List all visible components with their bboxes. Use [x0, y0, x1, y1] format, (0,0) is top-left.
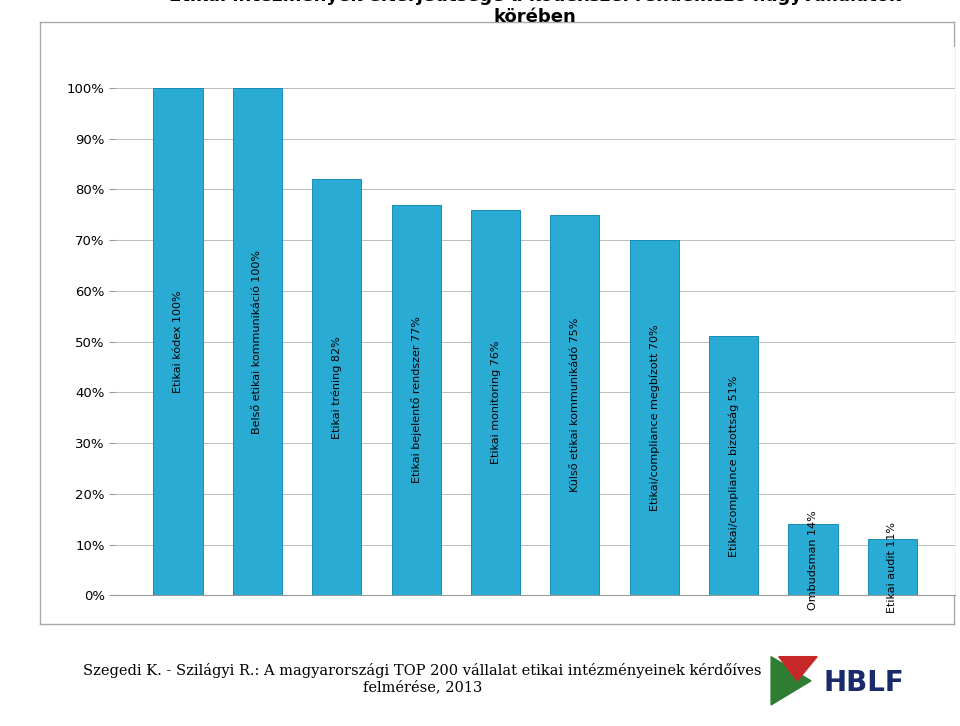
Bar: [788, 524, 838, 595]
Polygon shape: [779, 656, 817, 681]
Text: Szegedi K. - Szilágyi R.: A magyarországi TOP 200 vállalat etikai intézményeinek: Szegedi K. - Szilágyi R.: A magyarország…: [84, 664, 761, 694]
Text: Etikai/compliance megbízott 70%: Etikai/compliance megbízott 70%: [649, 325, 660, 511]
Bar: [550, 215, 599, 595]
Bar: [154, 88, 203, 595]
Text: Etikai audit 11%: Etikai audit 11%: [887, 522, 898, 613]
Text: Etikai monitoring 76%: Etikai monitoring 76%: [491, 340, 500, 464]
Text: Belső etikai kommunikáció 100%: Belső etikai kommunikáció 100%: [252, 250, 262, 433]
Text: IN ASSOCIATION WITH THE PRINCE OF WALES INTERNATIONAL BUSINESS LEADERS FORUM: IN ASSOCIATION WITH THE PRINCE OF WALES …: [15, 180, 21, 546]
Bar: [392, 205, 441, 595]
Text: Külső etikai kommunikádó 75%: Külső etikai kommunikádó 75%: [570, 318, 580, 492]
Bar: [312, 179, 361, 595]
Bar: [709, 336, 758, 595]
Bar: [630, 240, 679, 595]
Bar: [232, 88, 282, 595]
Text: Ombudsman 14%: Ombudsman 14%: [808, 510, 818, 610]
Polygon shape: [771, 656, 811, 705]
Text: Etikai bejelentő rendszer 77%: Etikai bejelentő rendszer 77%: [411, 317, 421, 484]
Text: HBLF: HBLF: [824, 669, 904, 697]
Bar: [868, 539, 917, 595]
Text: Etikai kódex 100%: Etikai kódex 100%: [173, 290, 183, 393]
Bar: [471, 210, 520, 595]
Text: Etikai/compliance bizottság 51%: Etikai/compliance bizottság 51%: [729, 375, 739, 557]
Title: Etikai intézmények elterjedtsége a kódexszel rendelkező nagyvállalatok
körében: Etikai intézmények elterjedtsége a kódex…: [169, 0, 901, 26]
Text: Etikai tréning 82%: Etikai tréning 82%: [331, 336, 342, 439]
